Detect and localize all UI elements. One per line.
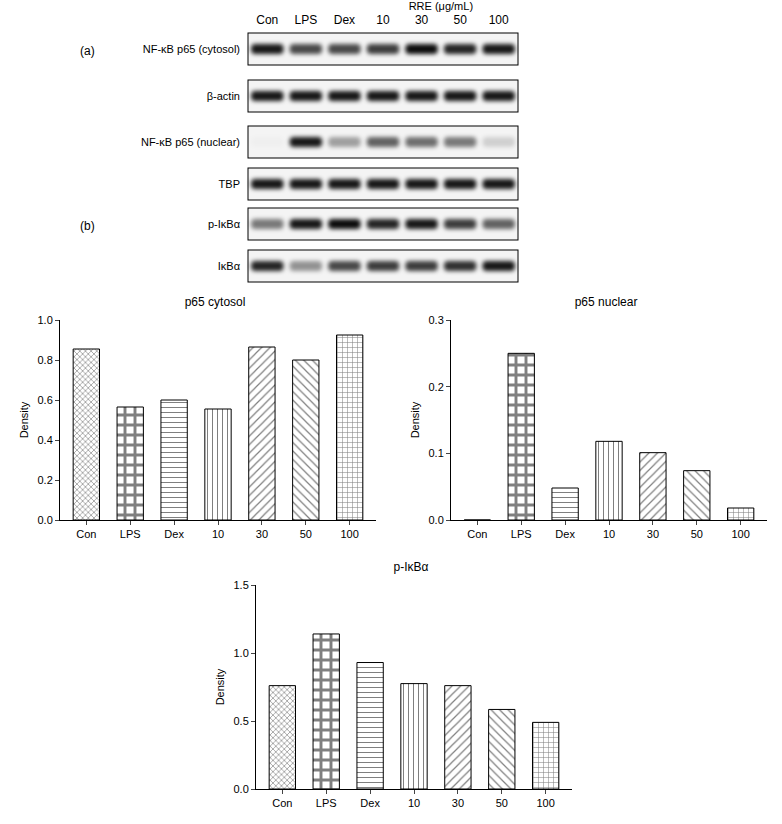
svg-text:0.0: 0.0 [234, 783, 249, 795]
svg-text:LPS: LPS [316, 797, 337, 809]
svg-text:Dex: Dex [360, 797, 380, 809]
svg-text:Dex: Dex [555, 528, 575, 540]
svg-text:0.0: 0.0 [38, 514, 53, 526]
svg-text:Con: Con [256, 13, 278, 27]
svg-text:30: 30 [452, 797, 464, 809]
svg-text:LPS: LPS [511, 528, 532, 540]
svg-text:IκBα: IκBα [218, 260, 241, 272]
svg-text:NF-κB p65 (cytosol): NF-κB p65 (cytosol) [143, 43, 240, 55]
svg-text:10: 10 [376, 13, 390, 27]
svg-text:0.4: 0.4 [38, 434, 53, 446]
svg-text:100: 100 [731, 528, 749, 540]
svg-text:50: 50 [453, 13, 467, 27]
svg-text:30: 30 [256, 528, 268, 540]
svg-text:100: 100 [489, 13, 509, 27]
svg-text:Dex: Dex [334, 13, 355, 27]
svg-text:0.0: 0.0 [429, 514, 444, 526]
svg-text:LPS: LPS [120, 528, 141, 540]
svg-text:Density: Density [214, 668, 226, 705]
svg-text:Density: Density [409, 401, 421, 438]
svg-text:p-IκBα: p-IκBα [394, 560, 429, 574]
svg-text:30: 30 [647, 528, 659, 540]
svg-text:0.5: 0.5 [234, 715, 249, 727]
svg-text:10: 10 [408, 797, 420, 809]
svg-text:50: 50 [691, 528, 703, 540]
svg-text:NF-κB p65 (nuclear): NF-κB p65 (nuclear) [141, 136, 240, 148]
svg-text:100: 100 [340, 528, 358, 540]
svg-text:Dex: Dex [164, 528, 184, 540]
svg-text:Con: Con [76, 528, 96, 540]
svg-text:0.2: 0.2 [38, 474, 53, 486]
svg-text:p-IκBα: p-IκBα [208, 218, 241, 230]
svg-text:1.5: 1.5 [234, 579, 249, 591]
svg-text:Con: Con [467, 528, 487, 540]
svg-text:RRE (μg/mL): RRE (μg/mL) [409, 0, 473, 12]
svg-text:10: 10 [603, 528, 615, 540]
svg-text:30: 30 [415, 13, 429, 27]
svg-text:50: 50 [300, 528, 312, 540]
svg-text:0.6: 0.6 [38, 394, 53, 406]
svg-text:1.0: 1.0 [38, 314, 53, 326]
svg-text:LPS: LPS [295, 13, 318, 27]
svg-text:(a): (a) [80, 44, 95, 58]
svg-text:p65 nuclear: p65 nuclear [575, 295, 638, 309]
svg-text:Con: Con [272, 797, 292, 809]
svg-text:50: 50 [496, 797, 508, 809]
svg-text:TBP: TBP [219, 178, 240, 190]
svg-text:0.8: 0.8 [38, 354, 53, 366]
svg-text:100: 100 [536, 797, 554, 809]
svg-text:0.1: 0.1 [429, 447, 444, 459]
svg-text:β-actin: β-actin [207, 90, 240, 102]
svg-text:(b): (b) [80, 219, 95, 233]
svg-text:p65 cytosol: p65 cytosol [185, 295, 246, 309]
svg-text:Density: Density [18, 401, 30, 438]
svg-text:1.0: 1.0 [234, 647, 249, 659]
svg-text:10: 10 [212, 528, 224, 540]
svg-text:0.2: 0.2 [429, 381, 444, 393]
svg-text:0.3: 0.3 [429, 314, 444, 326]
